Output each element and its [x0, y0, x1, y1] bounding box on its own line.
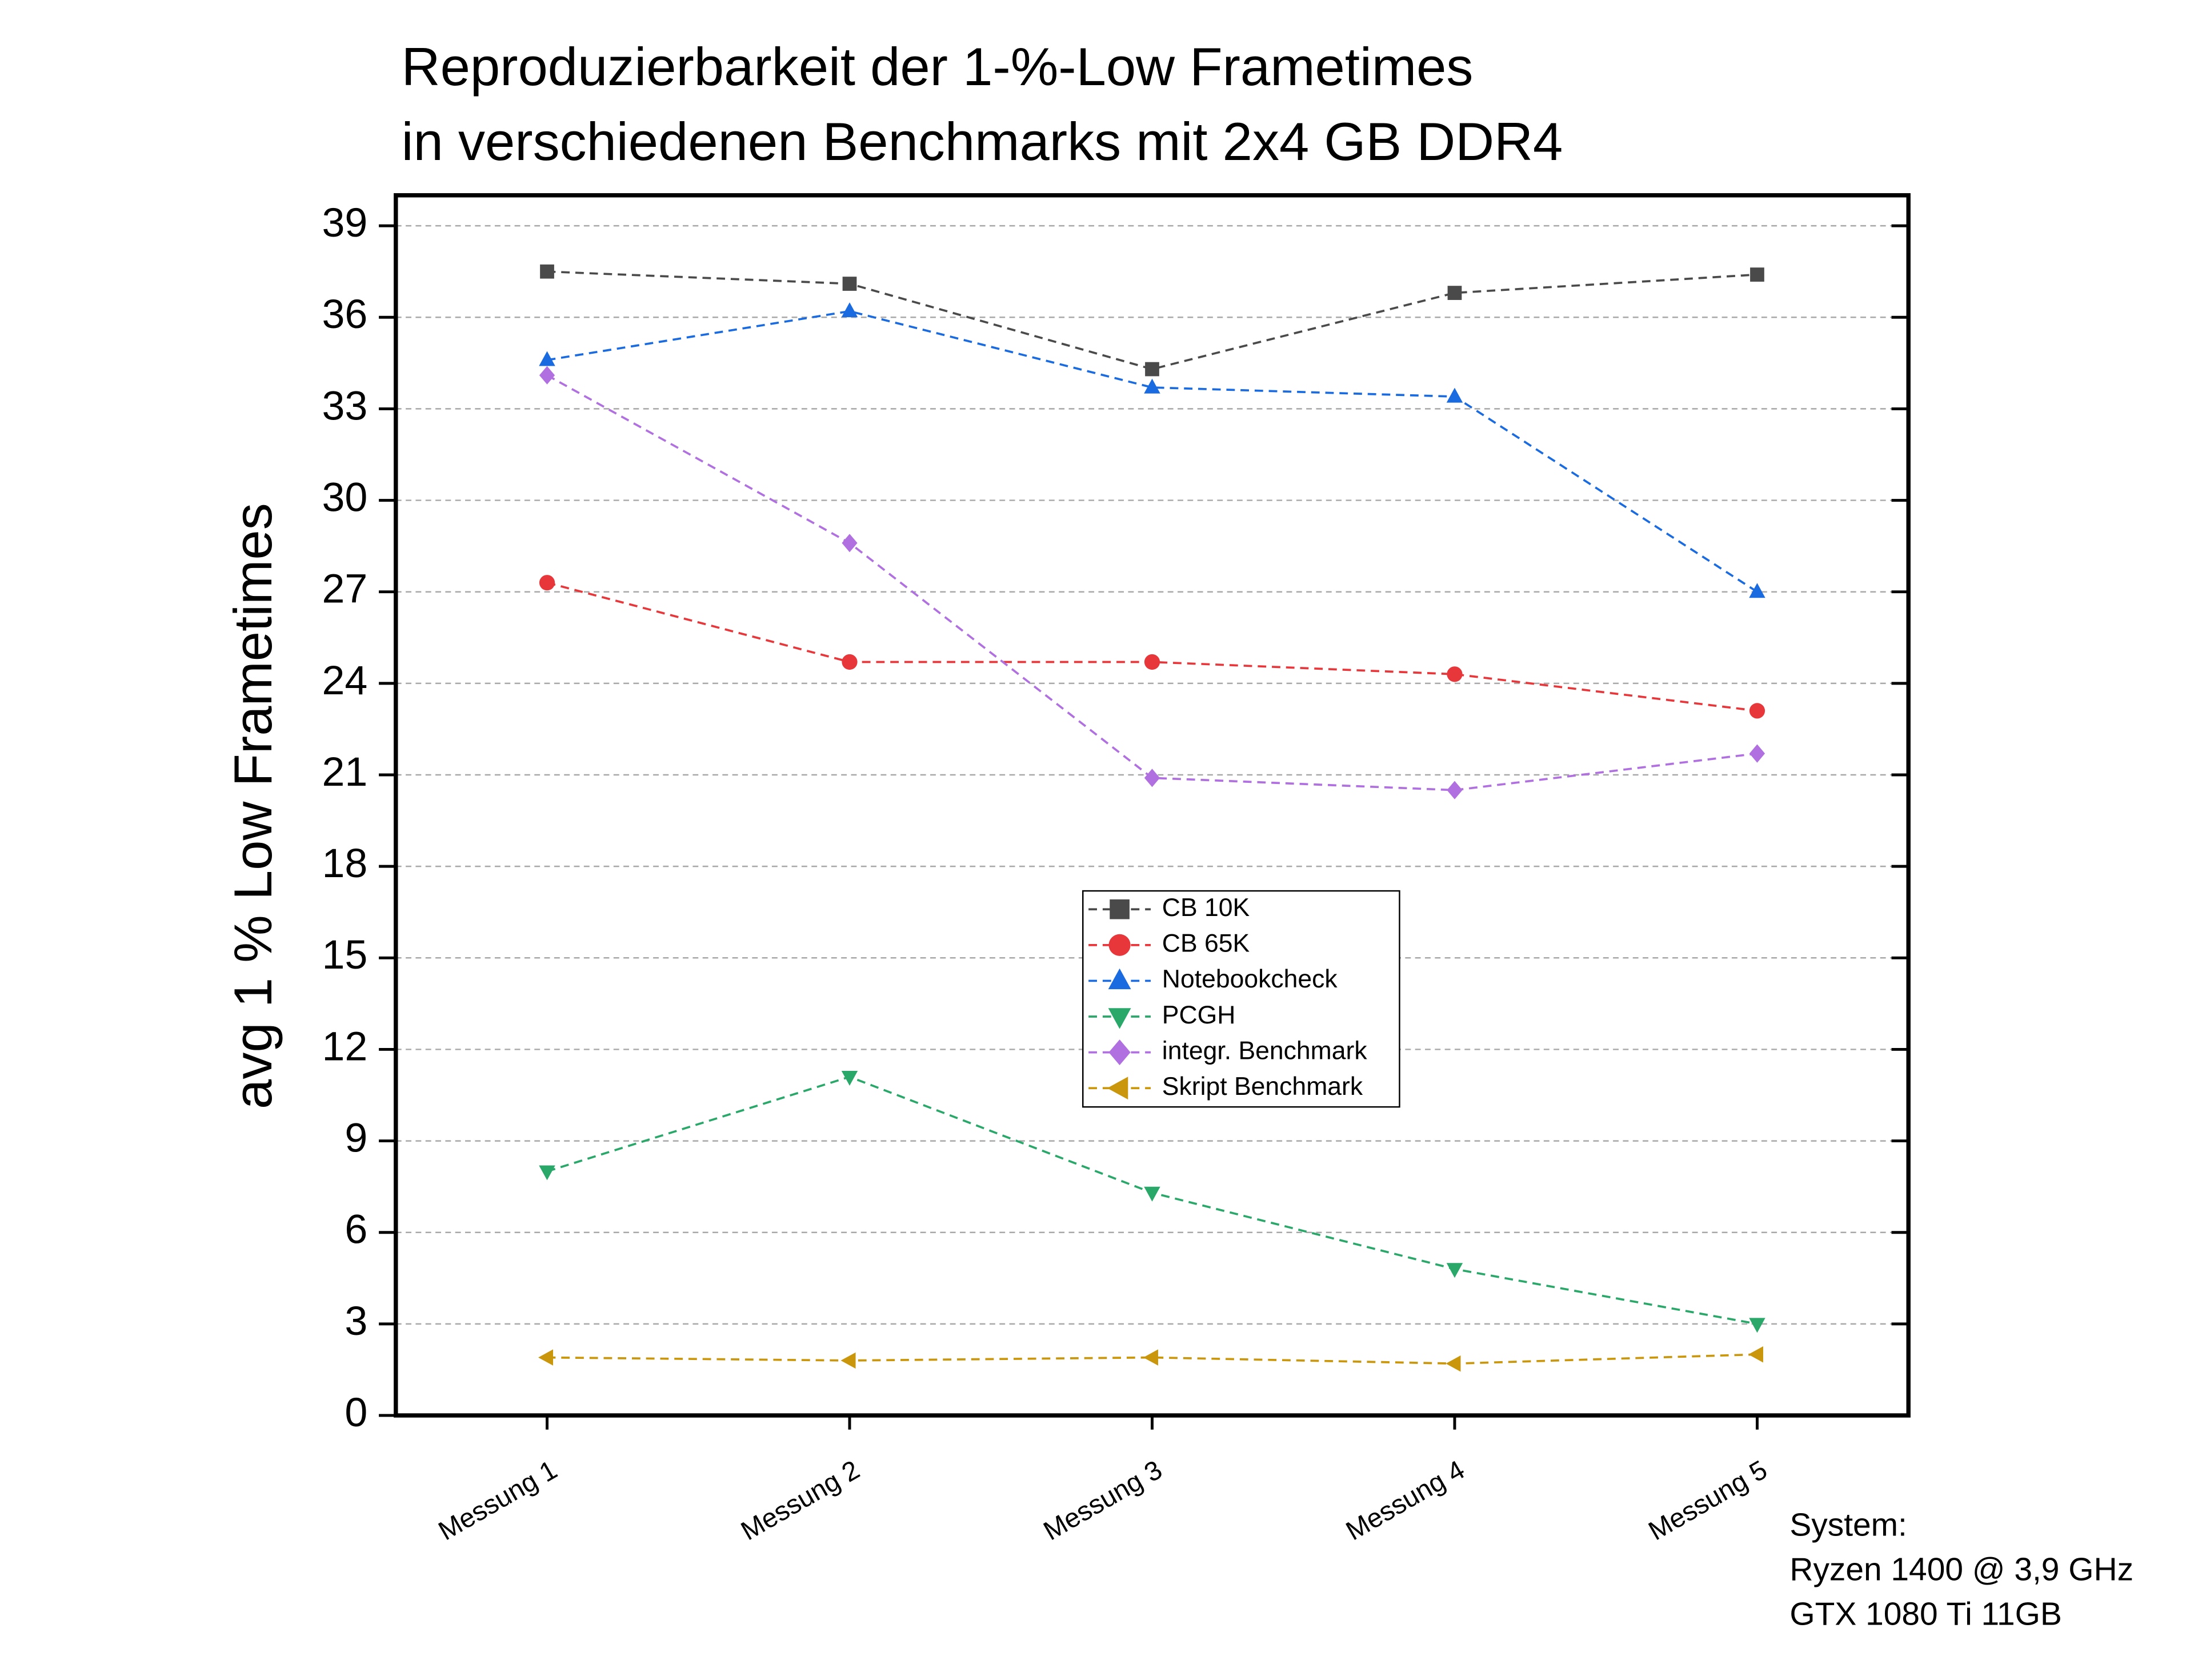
legend-marker [1108, 968, 1131, 990]
legend: CB 10K CB 65K Notebookcheck PCGH integr. Ben… [1082, 890, 1400, 1108]
data-point [1447, 781, 1463, 799]
data-point [842, 654, 858, 670]
legend-marker [1107, 1077, 1128, 1100]
data-point [539, 1165, 555, 1181]
data-point [538, 1349, 554, 1366]
data-point [1144, 378, 1160, 394]
chart-title: in verschiedenen Benchmarks mit 2x4 GB D… [402, 111, 1563, 171]
data-point [842, 277, 857, 291]
y-tick-label: 33 [322, 383, 367, 429]
data-point [540, 264, 554, 279]
y-tick-label: 18 [322, 841, 367, 886]
data-point [539, 575, 555, 591]
data-point [1749, 583, 1765, 598]
chart-title: Reproduzierbarkeit der 1-%-Low Frametime… [402, 37, 1474, 97]
annotation: System: [1789, 1507, 1907, 1543]
data-point [1447, 286, 1462, 300]
legend-label: Skript Benchmark [1162, 1073, 1363, 1101]
y-tick-label: 15 [322, 932, 367, 978]
legend-box [1082, 890, 1400, 1108]
y-tick-label: 9 [345, 1115, 367, 1161]
y-tick-label: 0 [345, 1390, 367, 1435]
y-tick-label: 3 [345, 1298, 367, 1344]
series-line [547, 1353, 1757, 1365]
data-point [1143, 1349, 1159, 1366]
legend-label: Notebookcheck [1162, 965, 1338, 993]
y-axis-label: avg 1 % Low Frametimes [223, 503, 283, 1109]
data-point [840, 1352, 856, 1369]
y-tick-label: 24 [322, 658, 367, 703]
data-point [1749, 703, 1765, 719]
legend-label: CB 10K [1162, 894, 1250, 922]
y-tick-label: 39 [322, 200, 367, 246]
legend-marker [1108, 934, 1131, 956]
data-point [1748, 1346, 1763, 1363]
data-point [1144, 1186, 1160, 1202]
series-line [547, 310, 1758, 593]
data-point [1749, 744, 1765, 763]
data-point [1447, 666, 1463, 682]
data-point [1750, 267, 1764, 282]
data-point [841, 302, 858, 318]
data-point [1446, 1263, 1463, 1278]
y-tick-label: 27 [322, 566, 367, 612]
legend-marker [1110, 899, 1130, 919]
legend-marker [1108, 1008, 1131, 1029]
data-point [1446, 1355, 1461, 1372]
legend-label: PCGH [1162, 1001, 1236, 1029]
y-tick-label: 21 [322, 749, 367, 795]
data-point [841, 1070, 858, 1086]
series-line [547, 270, 1757, 370]
annotation: GTX 1080 Ti 11GB [1789, 1595, 2061, 1632]
data-point [1144, 654, 1160, 670]
legend-label: CB 65K [1162, 930, 1250, 958]
legend-marker [1108, 1039, 1131, 1066]
data-point [1749, 1318, 1765, 1333]
data-point [539, 366, 555, 385]
y-tick-label: 30 [322, 475, 367, 521]
annotation: Ryzen 1400 @ 3,9 GHz [1789, 1551, 2133, 1587]
y-tick-label: 36 [322, 291, 367, 337]
data-point [539, 351, 555, 366]
data-point [1446, 387, 1463, 403]
y-tick-label: 12 [322, 1023, 367, 1069]
legend-label: integr. Benchmark [1162, 1037, 1368, 1065]
data-point [842, 534, 858, 553]
y-tick-label: 6 [345, 1207, 367, 1253]
data-point [1145, 362, 1159, 377]
